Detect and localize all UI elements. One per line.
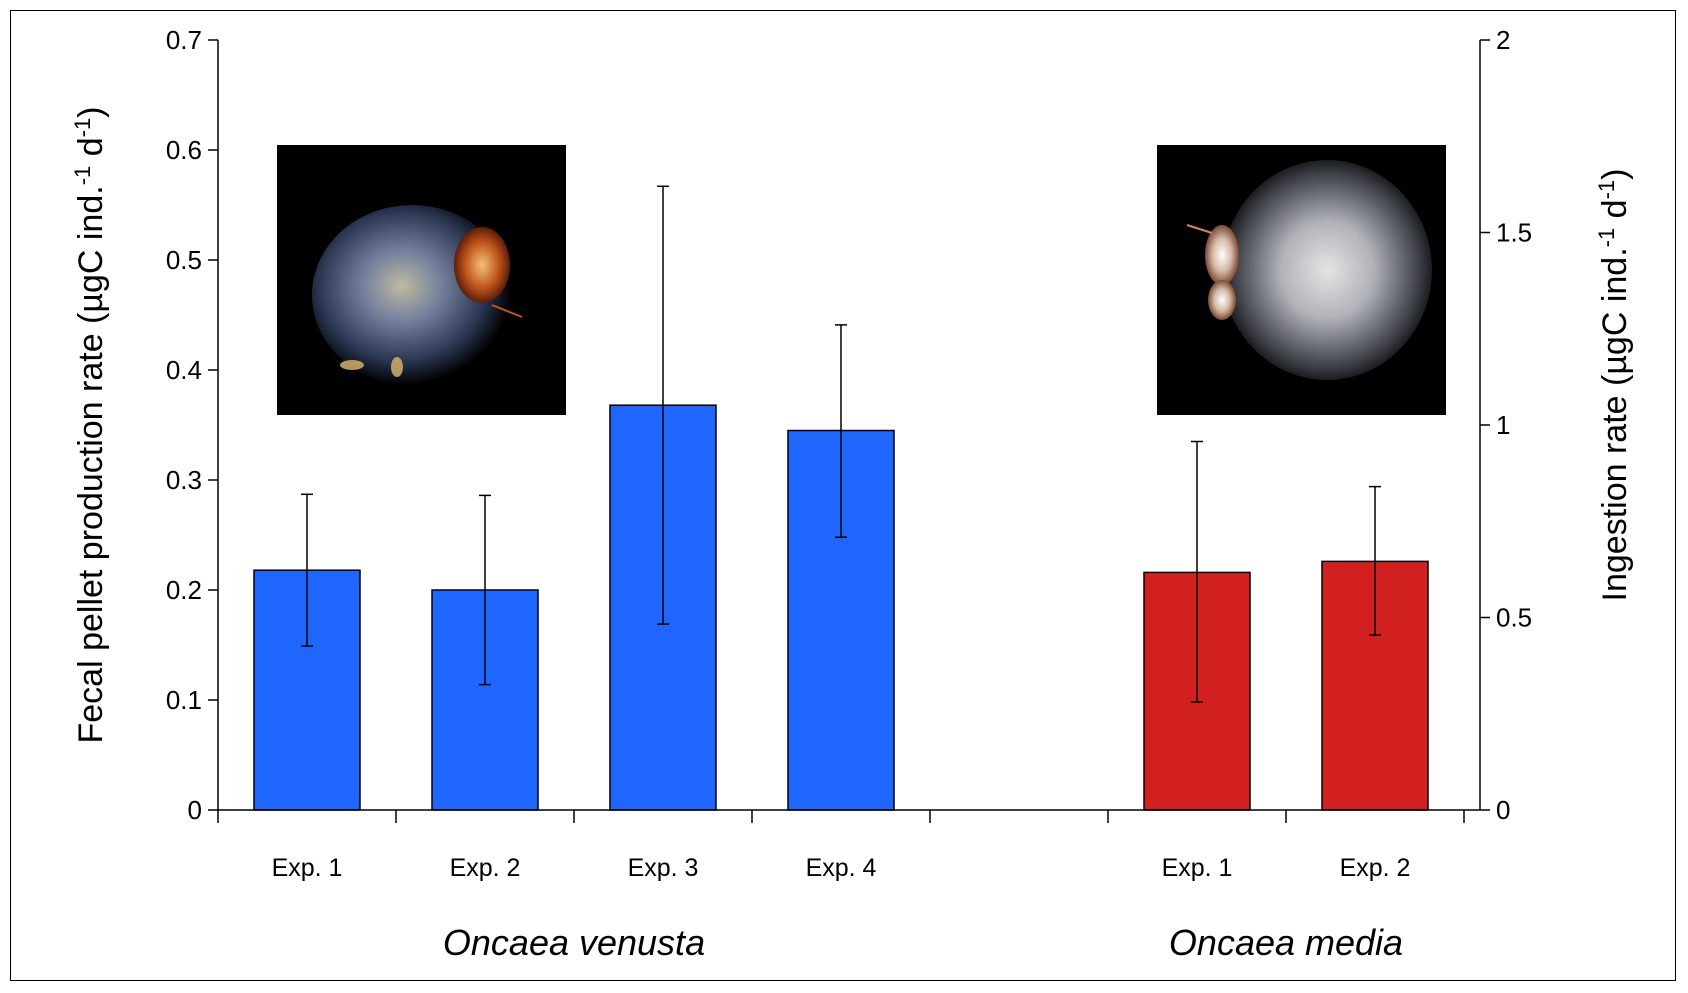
y-axis-title-left: Fecal pellet production rate (µgC ind.-1…	[70, 106, 111, 743]
y-tick-label-right: 1	[1496, 410, 1510, 440]
aggregate-blob	[1222, 160, 1432, 380]
y-tick-label-left: 0	[188, 795, 202, 825]
category-label: Exp. 2	[450, 854, 521, 882]
y-tick-label-left: 0.4	[166, 355, 202, 385]
y-tick-label-left: 0.2	[166, 575, 202, 605]
y-tick-label-right: 1.5	[1496, 218, 1532, 248]
y-tick-label-left: 0.5	[166, 245, 202, 275]
y-tick-label-left: 0.1	[166, 685, 202, 715]
y-tick-label-right: 0.5	[1496, 603, 1532, 633]
pellet	[340, 360, 364, 370]
copepod-antenna	[1186, 224, 1213, 234]
group-label-media: Oncaea media	[1169, 922, 1403, 963]
pellet	[391, 357, 403, 377]
copepod-antenna	[491, 304, 523, 318]
category-label: Exp. 1	[272, 854, 343, 882]
inset-photo-1	[277, 145, 566, 415]
category-label: Exp. 1	[1162, 854, 1233, 882]
y-tick-label-left: 0.7	[166, 25, 202, 55]
group-label-venusta: Oncaea venusta	[443, 922, 705, 963]
category-label: Exp. 2	[1340, 854, 1411, 882]
category-label: Exp. 3	[628, 854, 699, 882]
y-tick-label-left: 0.3	[166, 465, 202, 495]
category-label: Exp. 4	[806, 854, 877, 882]
y-tick-label-right: 0	[1496, 795, 1510, 825]
y-tick-label-left: 0.6	[166, 135, 202, 165]
y-tick-label-right: 2	[1496, 25, 1510, 55]
inset-photo-2	[1157, 145, 1446, 415]
copepod-body	[1205, 225, 1239, 285]
chart-frame	[10, 10, 1676, 981]
y-axis-title-right: Ingestion rate (µgC ind.-1 d-1)	[1594, 169, 1635, 602]
copepod-body	[454, 227, 510, 303]
copepod-body	[1208, 280, 1236, 320]
